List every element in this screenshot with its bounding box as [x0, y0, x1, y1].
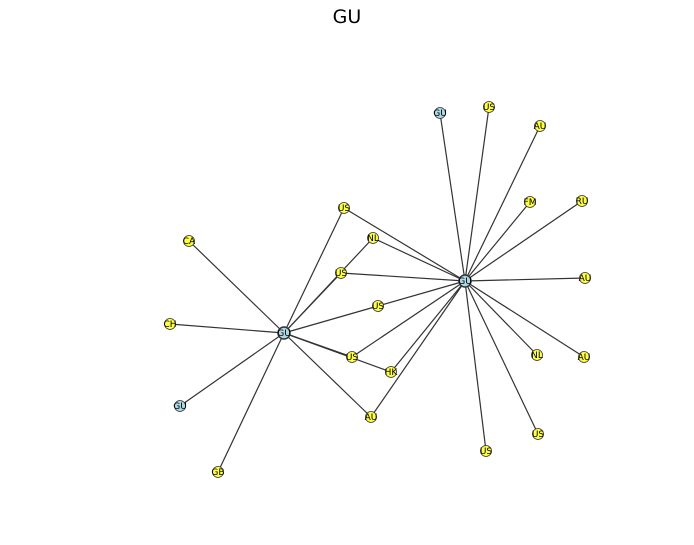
node-au_br: AU	[578, 351, 591, 363]
node-circle	[174, 400, 186, 412]
node-us_top: US	[483, 101, 496, 113]
node-us_mid3: US	[372, 300, 385, 312]
graph-title: GU	[332, 6, 362, 28]
node-circle	[365, 411, 377, 423]
node-label: NL	[367, 234, 379, 244]
node-ch: CH	[163, 318, 177, 330]
node-label: GU	[277, 329, 291, 339]
node-label: US	[483, 103, 496, 113]
node-hub1: GU	[277, 326, 291, 340]
node-circle	[434, 107, 446, 119]
node-circle	[531, 349, 543, 361]
node-circle	[532, 428, 544, 440]
node-label: AU	[534, 122, 547, 132]
node-label: FM	[524, 198, 537, 208]
node-us_br: US	[532, 428, 545, 440]
node-au_mid: AU	[365, 411, 378, 423]
node-us_mid2: US	[335, 267, 348, 279]
node-label: HK	[385, 368, 399, 378]
node-label: CA	[183, 237, 196, 247]
node-nl_right: NL	[531, 349, 543, 361]
node-label: AU	[365, 413, 378, 423]
node-circle	[335, 267, 347, 279]
node-nl_mid: NL	[367, 232, 379, 244]
node-label: US	[338, 204, 351, 214]
node-circle	[338, 202, 350, 214]
edge-hub1-us_mid1	[283, 207, 345, 334]
node-ru: RU	[576, 195, 589, 207]
node-label: US	[346, 353, 359, 363]
node-label: GU	[433, 109, 447, 119]
edge-hub2-nl_mid	[372, 237, 466, 282]
edge-hub2-us_top	[464, 106, 490, 282]
edge-hub1-gb	[217, 332, 285, 473]
node-gu_left: GU	[173, 400, 187, 412]
node-hub2: GU	[458, 274, 472, 288]
node-fm: FM	[524, 196, 537, 208]
node-label: US	[480, 447, 493, 457]
edge-hub2-us_bot	[464, 280, 487, 452]
edge-hub2-us_br	[464, 280, 539, 435]
node-label: GU	[173, 402, 187, 412]
node-label: CH	[163, 320, 176, 330]
node-circle	[458, 274, 472, 288]
edge-hub1-hk	[283, 332, 392, 373]
edge-hub2-nl_right	[464, 280, 538, 356]
edge-hub2-au_top	[464, 125, 541, 282]
node-circle	[372, 300, 384, 312]
edge-hub2-au_br	[464, 280, 585, 358]
edge-hub2-us_mid2	[340, 272, 466, 282]
node-circle	[579, 272, 591, 284]
edge-hub2-ru	[464, 200, 583, 282]
edge-hub2-au_mid	[370, 280, 466, 418]
node-label: US	[372, 302, 385, 312]
node-us_bot: US	[480, 445, 493, 457]
edge-hub1-gu_left	[179, 332, 285, 407]
node-label: US	[335, 269, 348, 279]
node-label: AU	[579, 274, 592, 284]
node-us_mid1: US	[338, 202, 351, 214]
node-gb: GB	[211, 466, 225, 478]
edge-hub1-us_mid3	[283, 305, 379, 334]
node-hk: HK	[385, 366, 399, 378]
node-circle	[183, 235, 195, 247]
node-label: US	[532, 430, 545, 440]
edge-hub1-ca	[188, 240, 285, 334]
node-label: GU	[458, 277, 472, 287]
edge-hub1-us_mid2	[283, 272, 342, 334]
edge-hub2-hk	[390, 280, 466, 373]
node-circle	[576, 195, 588, 207]
node-gu_top: GU	[433, 107, 447, 119]
node-circle	[480, 445, 492, 457]
node-circle	[164, 318, 176, 330]
edge-hub2-au_right	[464, 277, 586, 282]
edge-hub1-ch	[169, 323, 285, 334]
node-label: AU	[578, 353, 591, 363]
node-au_top: AU	[534, 120, 547, 132]
edge-hub2-us_mid3	[377, 280, 466, 307]
node-circle	[346, 351, 358, 363]
edges-layer	[169, 106, 586, 473]
node-circle	[277, 326, 291, 340]
node-label: RU	[576, 197, 589, 207]
node-circle	[385, 366, 397, 378]
node-label: GB	[211, 468, 224, 478]
edge-hub2-us_mid1	[343, 207, 466, 282]
edge-hub2-fm	[464, 201, 531, 282]
node-circle	[212, 466, 224, 478]
node-au_right: AU	[579, 272, 592, 284]
node-circle	[534, 120, 546, 132]
edge-hub2-gu_top	[439, 112, 466, 282]
node-circle	[367, 232, 379, 244]
node-circle	[524, 196, 536, 208]
edge-hub1-au_mid	[283, 332, 372, 418]
node-label: NL	[531, 351, 543, 361]
node-us_mid4: US	[346, 351, 359, 363]
nodes-layer: GU GU GU US AU FM RU AU NL AU US US US NL US US US HK AU CA…	[163, 101, 592, 478]
node-ca: CA	[183, 235, 196, 247]
node-circle	[578, 351, 590, 363]
edge-hub2-us_mid4	[351, 280, 466, 358]
node-circle	[483, 101, 495, 113]
